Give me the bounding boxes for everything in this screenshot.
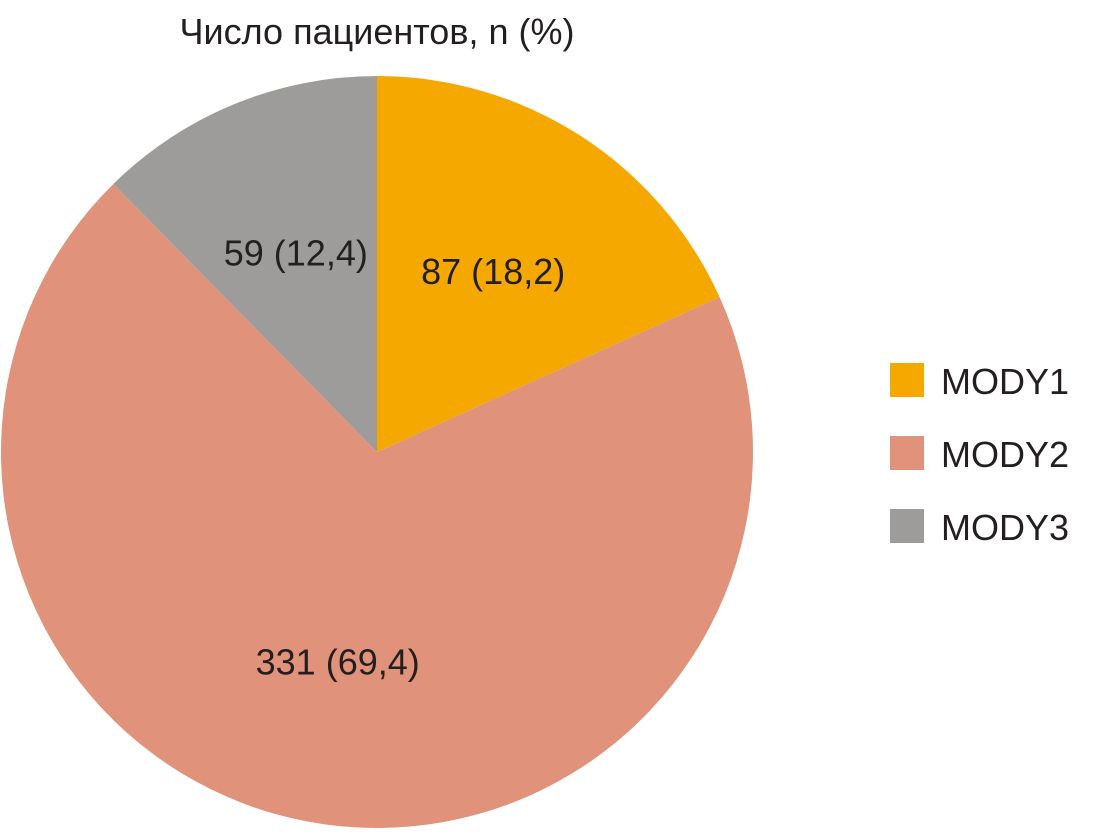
pie-slice-mody2: [0, 183, 753, 828]
slice-label-mody2: 331 (69,4): [256, 642, 420, 683]
chart-title: Число пациентов, n (%): [180, 11, 575, 52]
pie-slice-mody1: [377, 76, 720, 452]
legend-swatch-mody2: [890, 436, 924, 470]
legend-item-mody3: MODY3: [890, 507, 1069, 548]
legend-item-mody1: MODY1: [890, 361, 1069, 402]
slice-label-mody1: 87 (18,2): [421, 251, 565, 292]
legend-swatch-mody1: [890, 363, 924, 397]
slice-labels: 87 (18,2) 331 (69,4) 59 (12,4): [224, 233, 565, 683]
pie-slices: [0, 76, 753, 828]
slice-label-mody3: 59 (12,4): [224, 233, 368, 274]
legend-label-mody1: MODY1: [941, 361, 1069, 402]
pie-slice-mody3: [113, 76, 377, 452]
legend: MODY1 MODY2 MODY3: [890, 361, 1069, 548]
legend-swatch-mody3: [890, 509, 924, 543]
legend-label-mody3: MODY3: [941, 507, 1069, 548]
legend-item-mody2: MODY2: [890, 434, 1069, 475]
legend-label-mody2: MODY2: [941, 434, 1069, 475]
